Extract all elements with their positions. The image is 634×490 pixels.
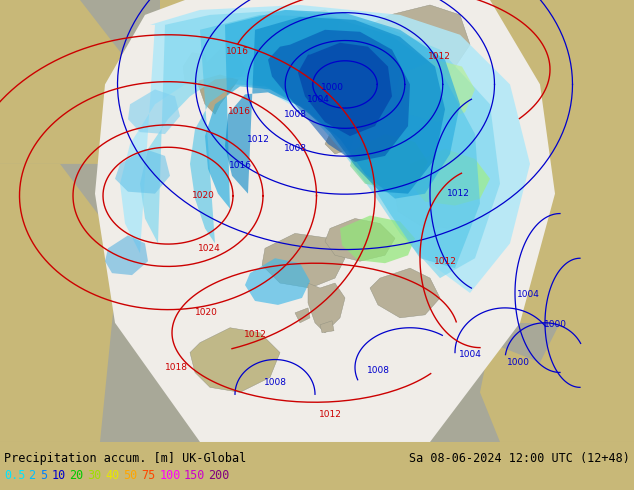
Text: 1012: 1012 <box>428 52 451 61</box>
Polygon shape <box>320 321 334 333</box>
Text: 1004: 1004 <box>517 291 540 299</box>
Polygon shape <box>140 10 500 278</box>
Polygon shape <box>370 5 470 84</box>
Text: 1020: 1020 <box>195 308 218 318</box>
Text: Sa 08-06-2024 12:00 UTC (12+48): Sa 08-06-2024 12:00 UTC (12+48) <box>409 452 630 465</box>
Polygon shape <box>395 60 475 122</box>
Polygon shape <box>500 0 634 164</box>
Text: 1008: 1008 <box>264 378 287 387</box>
Text: 1000: 1000 <box>321 83 344 92</box>
Polygon shape <box>298 43 392 136</box>
Text: 1012: 1012 <box>243 330 266 339</box>
Polygon shape <box>198 49 245 114</box>
Text: 20: 20 <box>70 469 84 483</box>
Text: 1012: 1012 <box>247 135 269 144</box>
Polygon shape <box>540 244 634 442</box>
Text: 1016: 1016 <box>226 47 249 56</box>
Text: 30: 30 <box>87 469 101 483</box>
Polygon shape <box>245 258 310 305</box>
Text: 1012: 1012 <box>434 257 456 266</box>
Text: Precipitation accum. [m] UK-Global: Precipitation accum. [m] UK-Global <box>4 452 246 465</box>
Polygon shape <box>120 5 530 293</box>
Polygon shape <box>105 235 148 275</box>
Text: 2: 2 <box>29 469 36 483</box>
Text: 1012: 1012 <box>318 410 342 418</box>
Text: 1000: 1000 <box>543 320 567 329</box>
Polygon shape <box>0 323 634 442</box>
Polygon shape <box>350 134 428 189</box>
Polygon shape <box>295 308 310 323</box>
Text: 1004: 1004 <box>307 95 330 104</box>
Text: 1004: 1004 <box>458 350 481 359</box>
Polygon shape <box>340 0 520 164</box>
Text: 1008: 1008 <box>283 145 306 153</box>
Polygon shape <box>0 0 130 164</box>
Polygon shape <box>395 179 480 228</box>
Text: 10: 10 <box>51 469 66 483</box>
Text: 75: 75 <box>141 469 156 483</box>
Text: 1016: 1016 <box>228 161 252 171</box>
Polygon shape <box>285 10 340 45</box>
Text: 1000: 1000 <box>507 358 529 367</box>
Polygon shape <box>128 89 180 134</box>
Polygon shape <box>0 0 160 442</box>
Text: 150: 150 <box>184 469 205 483</box>
Polygon shape <box>0 164 120 442</box>
Polygon shape <box>262 233 345 288</box>
Polygon shape <box>200 0 320 54</box>
Text: 1020: 1020 <box>192 191 215 200</box>
Polygon shape <box>95 0 555 442</box>
Polygon shape <box>410 149 490 206</box>
Text: 50: 50 <box>124 469 138 483</box>
Text: 1008: 1008 <box>283 110 306 119</box>
Polygon shape <box>183 52 208 84</box>
Text: 1016: 1016 <box>228 107 251 116</box>
Polygon shape <box>205 10 460 209</box>
Text: 40: 40 <box>105 469 120 483</box>
Text: 5: 5 <box>40 469 47 483</box>
Text: 1018: 1018 <box>165 363 188 372</box>
Polygon shape <box>190 328 280 392</box>
Polygon shape <box>340 216 415 263</box>
Polygon shape <box>370 268 440 318</box>
Polygon shape <box>308 283 345 333</box>
Polygon shape <box>325 219 395 261</box>
Polygon shape <box>268 30 410 162</box>
Text: 200: 200 <box>209 469 230 483</box>
Polygon shape <box>190 15 480 268</box>
Polygon shape <box>115 149 170 194</box>
Text: 100: 100 <box>160 469 181 483</box>
Polygon shape <box>325 124 355 154</box>
Text: 0.5: 0.5 <box>4 469 25 483</box>
Text: 1008: 1008 <box>366 366 389 375</box>
Polygon shape <box>225 17 445 194</box>
Text: 1024: 1024 <box>198 244 221 253</box>
Polygon shape <box>480 343 540 442</box>
Text: 1012: 1012 <box>446 189 469 198</box>
